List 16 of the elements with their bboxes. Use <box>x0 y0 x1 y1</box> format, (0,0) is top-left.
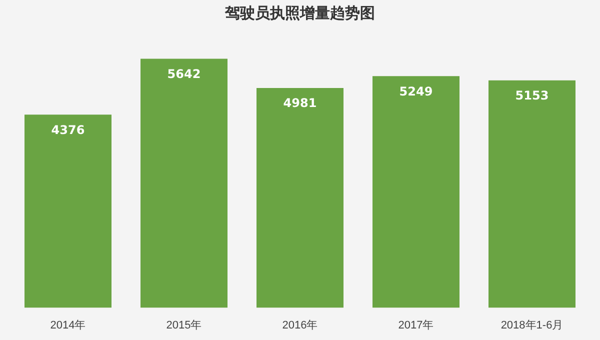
x-tick-label: 2017年 <box>398 319 434 332</box>
data-label: 5642 <box>167 66 201 81</box>
x-tick-label: 2014年 <box>50 319 86 332</box>
bar <box>488 80 576 308</box>
data-label: 4376 <box>51 122 85 137</box>
x-tick-label: 2016年 <box>282 319 318 332</box>
bar <box>256 88 344 308</box>
data-label: 5153 <box>515 88 549 103</box>
data-label: 4981 <box>283 96 317 110</box>
x-tick-label: 2018年1-6月 <box>500 319 564 332</box>
data-label: 5249 <box>399 84 433 98</box>
bar <box>24 114 112 308</box>
bar <box>372 76 460 308</box>
chart-title: 驾驶员执照增量趋势图 <box>224 4 375 22</box>
bar <box>140 58 228 308</box>
x-tick-label: 2015年 <box>166 319 202 332</box>
